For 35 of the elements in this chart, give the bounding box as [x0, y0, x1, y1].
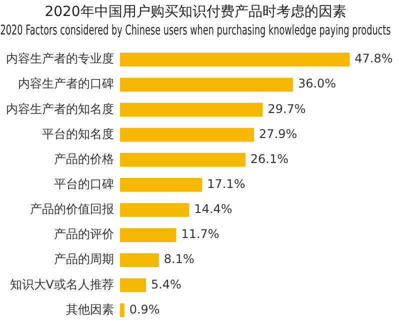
bar [120, 152, 246, 167]
y-tick-label: 知识大V或名人推荐 [10, 277, 114, 292]
data-label: 5.4% [150, 277, 182, 292]
bar [120, 52, 350, 66]
bar [120, 203, 190, 217]
data-label: 27.9% [259, 126, 298, 141]
data-label: 47.8% [354, 52, 393, 66]
y-tick-label: 内容生产者的口碑 [18, 76, 114, 91]
bar [120, 78, 293, 92]
bar [120, 303, 124, 318]
chart-title: 2020年中国用户购买知识付费产品时考虑的因素 [44, 4, 346, 20]
chart-subtitle: 2020 Factors considered by Chinese users when purchasing knowledge paying products [0, 21, 391, 38]
data-label: 17.1% [207, 177, 246, 192]
y-tick-label: 产品的价格 [54, 152, 114, 166]
y-tick-label: 平台的知名度 [42, 126, 114, 141]
y-tick-label: 产品的价值回报 [30, 202, 114, 216]
bar [120, 278, 146, 292]
data-label: 14.4% [194, 202, 232, 216]
data-label: 26.1% [250, 152, 289, 166]
data-label: 11.7% [181, 227, 220, 242]
data-label: 29.7% [268, 102, 306, 116]
y-tick-label: 其他因素 [66, 302, 114, 316]
y-tick-label: 内容生产者的知名度 [6, 102, 114, 116]
data-label: 8.1% [164, 252, 194, 266]
bar [120, 178, 202, 192]
y-tick-label: 产品的评价 [54, 227, 114, 242]
data-label: 0.9% [129, 302, 160, 316]
y-tick-label: 内容生产者的专业度 [6, 52, 114, 66]
bar [120, 128, 254, 142]
bar [120, 102, 263, 117]
bar [120, 253, 159, 268]
y-tick-label: 产品的周期 [54, 252, 114, 266]
bar [120, 228, 176, 242]
data-label: 36.0% [298, 76, 336, 91]
y-tick-label: 平台的口碑 [54, 177, 114, 192]
